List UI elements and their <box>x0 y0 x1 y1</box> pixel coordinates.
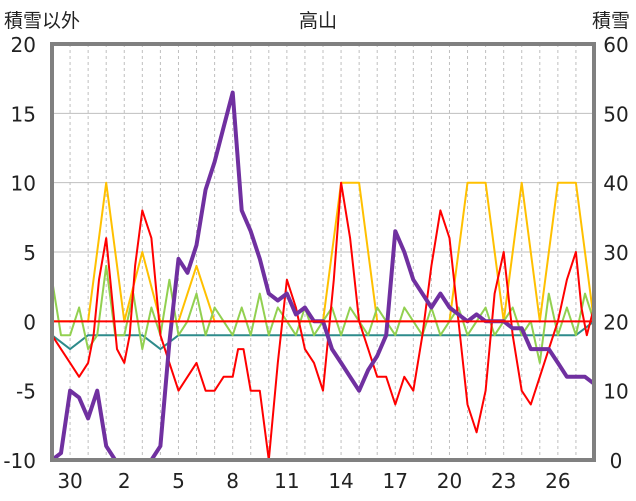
right-tick-label: 50 <box>603 102 628 126</box>
x-tick-label: 30 <box>57 469 82 493</box>
x-tick-label: 14 <box>328 469 353 493</box>
x-tick-label: 2 <box>118 469 131 493</box>
right-axis-title: 積雪 <box>592 10 630 32</box>
left-tick-label: 20 <box>11 33 36 57</box>
chart-title: 高山 <box>299 10 337 32</box>
plot-frame <box>50 42 596 462</box>
left-tick-label: -10 <box>3 449 36 473</box>
x-axis-ticks: 30 2 5 8 11 14 17 20 23 26 <box>57 469 570 493</box>
left-tick-label: -5 <box>16 380 36 404</box>
left-tick-label: 10 <box>11 172 36 196</box>
right-tick-label: 10 <box>603 380 628 404</box>
series-line-0 <box>51 181 595 461</box>
left-tick-label: 15 <box>11 102 36 126</box>
x-tick-label: 11 <box>274 469 299 493</box>
x-tick-label: 17 <box>383 469 408 493</box>
right-axis-ticks: 60 50 40 30 20 10 0 <box>603 33 628 473</box>
right-tick-label: 40 <box>603 172 628 196</box>
x-tick-label: 8 <box>226 469 239 493</box>
left-tick-label: 5 <box>23 241 36 265</box>
left-axis-ticks: 20 15 10 5 0 -5 -10 <box>3 33 36 473</box>
right-tick-label: 60 <box>603 33 628 57</box>
series-layer <box>50 90 596 462</box>
left-tick-label: 0 <box>23 310 36 334</box>
x-tick-label: 23 <box>491 469 516 493</box>
right-tick-label: 30 <box>603 241 628 265</box>
left-axis-title: 積雪以外 <box>4 10 80 32</box>
x-tick-label: 5 <box>172 469 185 493</box>
x-tick-label: 20 <box>437 469 462 493</box>
right-tick-label: 20 <box>603 310 628 334</box>
right-tick-label: 0 <box>610 449 623 473</box>
x-tick-label: 26 <box>545 469 570 493</box>
series-line-3 <box>51 320 595 351</box>
